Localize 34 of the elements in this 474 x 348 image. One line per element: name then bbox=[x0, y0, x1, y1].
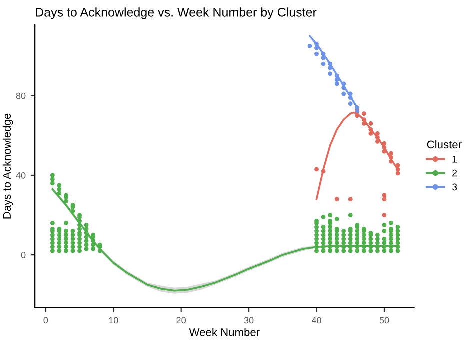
point bbox=[368, 122, 374, 126]
point bbox=[334, 82, 340, 86]
point bbox=[328, 72, 333, 76]
legend-label: 2 bbox=[452, 170, 458, 177]
point bbox=[314, 167, 319, 172]
y-tick-label: 80 bbox=[16, 92, 26, 100]
point bbox=[342, 92, 346, 96]
point bbox=[389, 151, 394, 156]
point bbox=[334, 197, 340, 202]
legend-label: 1 bbox=[452, 156, 458, 163]
point bbox=[362, 112, 366, 116]
point bbox=[314, 52, 319, 56]
y-tick-label: 0 bbox=[21, 252, 26, 258]
point bbox=[348, 102, 353, 106]
legend-label: 3 bbox=[452, 184, 458, 191]
x-axis-title: Week Number bbox=[189, 328, 260, 336]
chart-title: Days to Acknowledge vs. Week Number by Cluster bbox=[36, 8, 317, 20]
x-tick-label: 0 bbox=[44, 317, 48, 324]
x-tick-label: 40 bbox=[312, 317, 322, 324]
point bbox=[376, 131, 380, 136]
point bbox=[308, 44, 312, 48]
y-axis-title: Days to Acknowledge bbox=[2, 114, 14, 219]
point bbox=[321, 62, 326, 66]
legend-title: Cluster bbox=[427, 140, 462, 149]
point bbox=[396, 171, 400, 176]
point bbox=[382, 197, 387, 202]
point bbox=[382, 213, 387, 218]
x-tick-label: 20 bbox=[176, 317, 186, 324]
point bbox=[382, 193, 387, 198]
point bbox=[348, 197, 353, 202]
y-tick-label: 40 bbox=[16, 172, 26, 179]
x-tick-label: 50 bbox=[380, 317, 390, 324]
x-tick-label: 10 bbox=[109, 317, 118, 324]
x-tick-label: 30 bbox=[244, 317, 254, 324]
